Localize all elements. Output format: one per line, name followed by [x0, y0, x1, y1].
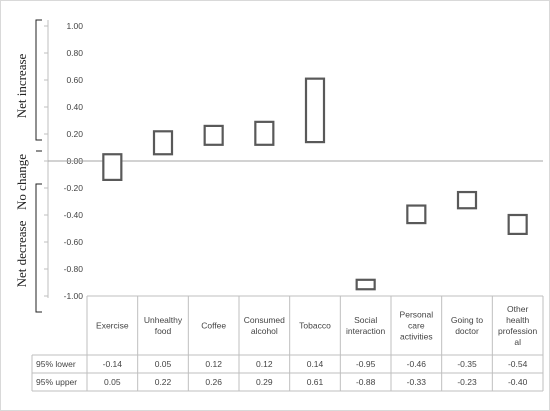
- table-value: -0.35: [457, 359, 477, 369]
- y-tick-label: -0.20: [64, 183, 84, 193]
- table-value: -0.54: [508, 359, 528, 369]
- category-label-line: Unhealthy: [144, 315, 183, 325]
- table-value: 0.12: [256, 359, 273, 369]
- table-value: -0.33: [407, 377, 427, 387]
- table-row-header: 95% lower: [36, 359, 76, 369]
- y-tick-label: 0.40: [66, 102, 83, 112]
- category-label: Tobacco: [299, 321, 331, 331]
- table-value: -0.95: [356, 359, 376, 369]
- y-tick-label: -1.00: [64, 291, 84, 301]
- category-label-line: alcohol: [251, 326, 278, 336]
- interval-box: [406, 204, 427, 225]
- table-row-header: 95% upper: [36, 377, 77, 387]
- side-labels: Net increase No change Net decrease: [14, 19, 42, 313]
- interval-box: [355, 278, 376, 291]
- interval-box: [152, 130, 174, 156]
- table-value: -0.23: [457, 377, 477, 387]
- net-increase-bracket: [35, 19, 42, 141]
- category-label: Going to doctor: [451, 315, 483, 336]
- boxes: [102, 77, 528, 291]
- table-value: 0.29: [256, 377, 273, 387]
- category-label-line: care: [408, 321, 425, 331]
- y-tick-label: -0.60: [64, 237, 84, 247]
- interval-box: [507, 213, 528, 235]
- category-label: Exercise: [96, 321, 129, 331]
- category-label: Personal care activities: [400, 310, 434, 342]
- category-label: Social interaction: [346, 315, 385, 336]
- category-label: Unhealthy food: [144, 315, 183, 336]
- category-label-line: Exercise: [96, 321, 129, 331]
- table-value: -0.46: [407, 359, 427, 369]
- category-label-line: interaction: [346, 326, 385, 336]
- table-value: -0.40: [508, 377, 528, 387]
- no-change-label: No change: [14, 154, 29, 210]
- category-label-line: doctor: [455, 326, 479, 336]
- net-increase-label: Net increase: [14, 53, 29, 118]
- interval-box: [203, 124, 224, 146]
- interval-box: [254, 120, 275, 146]
- y-tick-label: 0.20: [66, 129, 83, 139]
- y-tick-label: -0.80: [64, 264, 84, 274]
- net-decrease-bracket: [35, 183, 42, 313]
- table-value: 0.14: [307, 359, 324, 369]
- category-label-line: health: [506, 315, 529, 325]
- category-label-line: Coffee: [201, 321, 226, 331]
- table-value: 0.05: [104, 377, 121, 387]
- table-value: 0.26: [205, 377, 222, 387]
- category-label-line: Going to: [451, 315, 483, 325]
- table-value: 0.61: [307, 377, 324, 387]
- category-label: Coffee: [201, 321, 226, 331]
- category-label-line: Tobacco: [299, 321, 331, 331]
- y-tick-label: 0.80: [66, 48, 83, 58]
- category-label: Consumed alcohol: [244, 315, 285, 336]
- table-value: -0.88: [356, 377, 376, 387]
- table-value: 0.12: [205, 359, 222, 369]
- category-label: Other health profession al: [498, 304, 537, 347]
- category-label-line: Other: [507, 304, 528, 314]
- table-value: 0.22: [155, 377, 172, 387]
- y-tick-label: 0.60: [66, 75, 83, 85]
- net-decrease-label: Net decrease: [14, 220, 29, 287]
- category-label-line: al: [514, 337, 521, 347]
- category-label-line: Consumed: [244, 315, 285, 325]
- category-label-line: Social: [354, 315, 377, 325]
- y-tick-label: 1.00: [66, 21, 83, 31]
- interval-box: [102, 153, 123, 181]
- category-label-line: food: [155, 326, 172, 336]
- table-value: 0.05: [155, 359, 172, 369]
- y-tick-label: -0.40: [64, 210, 84, 220]
- category-label-line: Personal: [400, 310, 434, 320]
- data-table: Exercise Unhealthy food Coffee Consumed alcoh…: [31, 295, 544, 392]
- category-label-line: profession: [498, 326, 537, 336]
- interval-box: [456, 190, 478, 210]
- table-value: -0.14: [103, 359, 123, 369]
- category-label-line: activities: [400, 332, 433, 342]
- interval-box: [304, 77, 326, 144]
